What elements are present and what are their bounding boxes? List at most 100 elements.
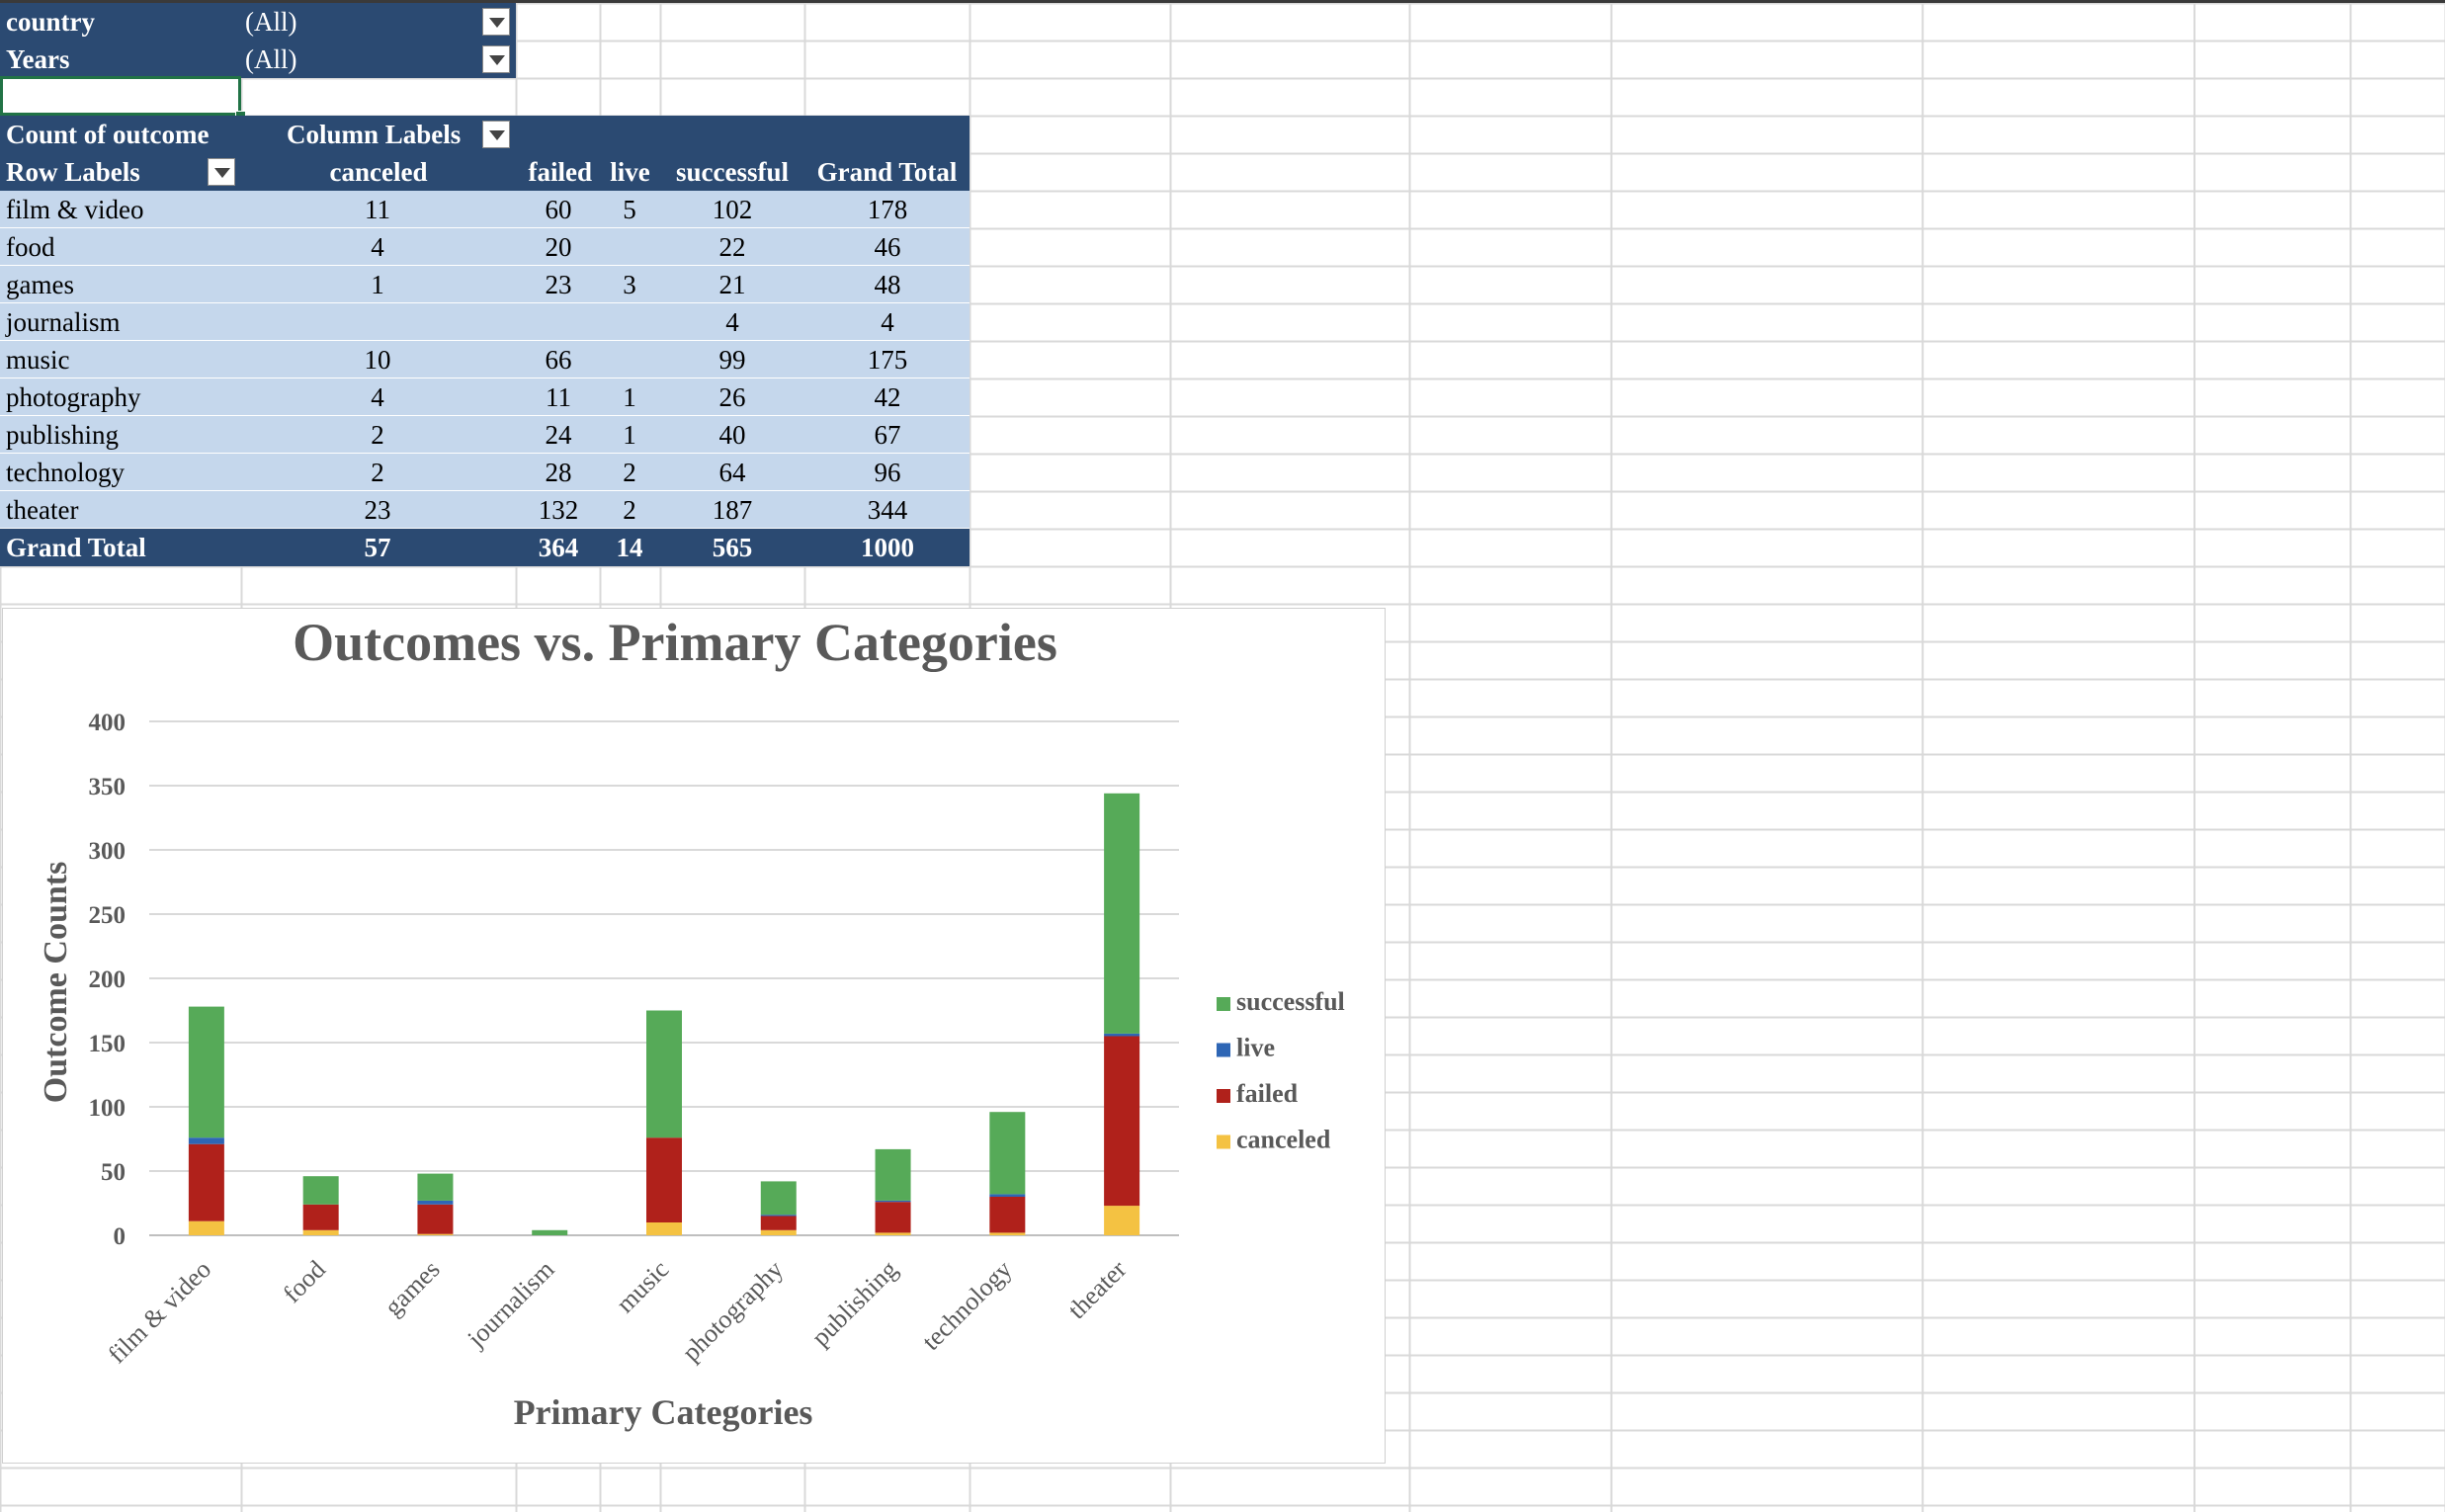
bar-segment-failed[interactable]	[1104, 1036, 1140, 1207]
pivot-row[interactable]	[0, 416, 970, 454]
pivot-value-cell[interactable]: 99	[718, 345, 746, 375]
pivot-row[interactable]	[0, 378, 970, 416]
pivot-value-cell[interactable]: 48	[874, 270, 901, 299]
pivot-value-cell[interactable]: 2	[371, 458, 384, 487]
row-label[interactable]: food	[6, 232, 55, 262]
row-labels-filter-dropdown-icon[interactable]	[208, 158, 235, 186]
pivot-value-cell[interactable]: 11	[365, 195, 390, 224]
filter-years-label[interactable]: Years	[0, 41, 241, 78]
filter-years-value[interactable]: (All)	[241, 41, 516, 78]
legend-label-failed[interactable]: failed	[1236, 1079, 1299, 1108]
pivot-value-cell[interactable]: 102	[712, 195, 753, 224]
legend-label-canceled[interactable]: canceled	[1236, 1126, 1331, 1154]
pivot-col-header-live[interactable]: live	[600, 153, 660, 191]
pivot-value-cell[interactable]: 364	[538, 533, 579, 562]
row-label[interactable]: publishing	[6, 420, 120, 450]
pivot-value-cell[interactable]	[580, 303, 679, 341]
pivot-value-cell[interactable]: 1	[623, 420, 636, 450]
pivot-row[interactable]	[0, 228, 970, 266]
bar-segment-failed[interactable]	[188, 1143, 224, 1221]
pivot-row[interactable]	[0, 491, 970, 529]
pivot-col-header-canceled[interactable]: canceled	[241, 153, 516, 191]
pivot-col-header-successful[interactable]: successful	[660, 153, 804, 191]
filter-country-label[interactable]: country	[0, 3, 241, 41]
pivot-value-cell[interactable]: 28	[545, 458, 572, 487]
pivot-value-cell[interactable]: 344	[867, 495, 908, 525]
bar-segment-canceled[interactable]	[417, 1233, 454, 1235]
bar-segment-live[interactable]	[875, 1200, 911, 1203]
bar-segment-canceled[interactable]	[188, 1220, 224, 1235]
pivot-value-cell[interactable]: 4	[725, 307, 739, 337]
pivot-value-cell[interactable]: 96	[874, 458, 901, 487]
bar-segment-canceled[interactable]	[1104, 1206, 1140, 1235]
pivot-value-cell[interactable]: 3	[623, 270, 636, 299]
pivot-column-labels[interactable]: Column Labels	[241, 116, 970, 153]
pivot-col-header-failed[interactable]: failed	[516, 153, 600, 191]
bar-segment-successful[interactable]	[532, 1229, 568, 1235]
row-label[interactable]: games	[6, 270, 74, 299]
pivot-row[interactable]	[0, 266, 970, 303]
row-label[interactable]: film & video	[6, 195, 144, 224]
bar-segment-successful[interactable]	[188, 1006, 224, 1138]
pivot-value-cell[interactable]: 23	[364, 495, 391, 525]
row-label[interactable]: technology	[6, 458, 125, 487]
legend-label-live[interactable]: live	[1236, 1034, 1275, 1062]
filter-years-dropdown-icon[interactable]	[482, 45, 510, 73]
pivot-value-cell[interactable]: 67	[874, 420, 901, 450]
pivot-value-cell[interactable]: 64	[718, 458, 746, 487]
pivot-row[interactable]	[0, 303, 970, 341]
pivot-value-cell[interactable]: 2	[623, 458, 636, 487]
chart-legend[interactable]: successful live failed canceled	[1217, 987, 1345, 1154]
pivot-value-cell[interactable]: 175	[867, 345, 908, 375]
pivot-value-cell[interactable]: 11	[546, 382, 571, 412]
bar-segment-successful[interactable]	[302, 1176, 339, 1205]
pivot-value-cell[interactable]: 1	[371, 270, 384, 299]
pivot-value-cell[interactable]: 57	[364, 533, 391, 562]
bar-segment-failed[interactable]	[417, 1204, 454, 1234]
bar-segment-failed[interactable]	[646, 1137, 682, 1222]
pivot-value-cell[interactable]: 40	[718, 420, 746, 450]
pivot-value-cell[interactable]: 26	[718, 382, 746, 412]
pivot-value-cell[interactable]: 4	[371, 382, 384, 412]
pivot-value-cell[interactable]	[580, 341, 679, 378]
bar-segment-failed[interactable]	[760, 1216, 797, 1230]
column-labels-filter-dropdown-icon[interactable]	[482, 121, 510, 148]
bar-segment-successful[interactable]	[646, 1010, 682, 1138]
pivot-row[interactable]	[0, 191, 970, 228]
bar-segment-canceled[interactable]	[646, 1222, 682, 1235]
bar-segment-live[interactable]	[760, 1215, 797, 1217]
pivot-value-cell[interactable]: 2	[623, 495, 636, 525]
pivot-value-cell[interactable]: 66	[545, 345, 572, 375]
pivot-row[interactable]	[0, 454, 970, 491]
pivot-value-cell[interactable]	[580, 228, 679, 266]
bar-segment-successful[interactable]	[1104, 793, 1140, 1034]
pivot-row-labels[interactable]: Row Labels	[0, 153, 241, 191]
row-label[interactable]: music	[6, 345, 70, 375]
bar-segment-successful[interactable]	[760, 1181, 797, 1216]
pivot-row[interactable]	[0, 341, 970, 378]
pivot-value-label[interactable]: Count of outcome	[0, 116, 241, 153]
pivot-value-cell[interactable]: 178	[867, 195, 908, 224]
bar-segment-live[interactable]	[1104, 1033, 1140, 1037]
pivot-value-cell[interactable]: 2	[371, 420, 384, 450]
pivot-value-cell[interactable]: 20	[545, 232, 572, 262]
pivot-value-cell[interactable]: 42	[874, 382, 901, 412]
bar-segment-successful[interactable]	[989, 1112, 1026, 1195]
row-label[interactable]: journalism	[6, 307, 121, 337]
pivot-col-header-grand-total[interactable]: Grand Total	[804, 153, 970, 191]
pivot-value-cell[interactable]: 21	[718, 270, 746, 299]
pivot-value-cell[interactable]: 132	[538, 495, 579, 525]
bar-segment-canceled[interactable]	[302, 1229, 339, 1235]
pivot-value-cell[interactable]: 10	[364, 345, 391, 375]
grand-total-label[interactable]: Grand Total	[6, 533, 146, 562]
pivot-value-cell[interactable]: 24	[545, 420, 572, 450]
row-label[interactable]: photography	[6, 382, 141, 412]
bar-segment-canceled[interactable]	[989, 1232, 1026, 1235]
pivot-value-cell[interactable]: 565	[712, 533, 753, 562]
bar-segment-failed[interactable]	[302, 1204, 339, 1230]
pivot-value-cell[interactable]: 46	[874, 232, 901, 262]
pivot-value-cell[interactable]: 60	[545, 195, 572, 224]
pivot-value-cell[interactable]: 187	[712, 495, 753, 525]
active-cell-selection[interactable]	[0, 76, 241, 116]
pivot-value-cell[interactable]: 4	[371, 232, 384, 262]
